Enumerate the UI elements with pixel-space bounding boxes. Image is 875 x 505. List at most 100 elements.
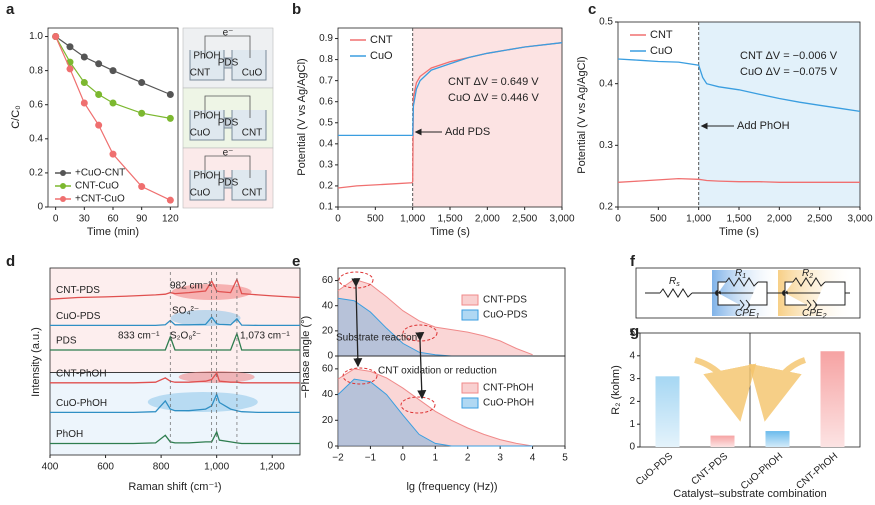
line: [50, 331, 300, 351]
electrode-wire: [204, 95, 251, 118]
y-tick-label: 40: [322, 389, 334, 400]
x-tick-label: 1,200: [260, 462, 285, 473]
x-tick-label: 1,500: [437, 214, 462, 225]
x-tick-label: −1: [365, 453, 377, 464]
trace-label: CuO-PhOH: [56, 398, 107, 409]
marker: [166, 114, 174, 122]
x-tick-label: 1,500: [726, 214, 751, 225]
y-tick-label: 60: [322, 275, 334, 286]
inset-label: PhOH: [193, 171, 220, 182]
trend-arrow: [748, 357, 807, 422]
wire: [784, 281, 846, 306]
y-tick-label: 0.8: [319, 54, 333, 65]
y-axis-label: Potential (V vs Ag/AgCl): [576, 56, 588, 173]
y-tick-label: 4: [629, 350, 635, 361]
x-tick-label: CNT-PhOH: [794, 451, 840, 492]
line: [337, 368, 533, 447]
x-tick-label: 2,500: [807, 214, 832, 225]
marker: [138, 183, 146, 191]
x-tick-label: 0: [53, 214, 59, 225]
bar-sheen: [820, 351, 845, 447]
y-tick-label: 40: [322, 300, 334, 311]
y-tick-label: 0.5: [599, 17, 613, 28]
arrow: [415, 332, 427, 400]
bar-sheen: [655, 376, 680, 447]
annotation: CNT oxidation or reduction: [378, 366, 497, 377]
y-tick-label: 0: [629, 442, 635, 453]
inset-label: CuO: [190, 188, 211, 199]
membrane: [223, 177, 233, 189]
annotation: Substrate reaction: [336, 333, 417, 344]
wire: [717, 281, 768, 306]
plot-frame: [49, 267, 301, 456]
y-tick-label: 0.2: [599, 202, 613, 213]
x-tick-label: 30: [79, 214, 91, 225]
trend-arrow: [694, 357, 757, 422]
legend-label: +CuO-CNT: [75, 168, 125, 179]
element-sub: 1: [742, 273, 746, 280]
y-tick-label: 0.4: [29, 133, 43, 144]
y-tick-label: 1.0: [29, 31, 43, 42]
element-main: R: [669, 276, 676, 287]
area-fill: [338, 279, 533, 356]
x-axis-label: Time (s): [719, 226, 759, 238]
legend-marker: [60, 170, 66, 176]
line: [50, 430, 300, 445]
x-tick-label: 0: [335, 214, 341, 225]
annotation: 1,073 cm⁻¹: [240, 331, 290, 342]
x-tick-label: 3,000: [549, 214, 574, 225]
panel-label: c: [588, 1, 596, 18]
marker: [109, 99, 117, 107]
legend-label: CNT: [370, 34, 393, 46]
resistor: [725, 277, 759, 287]
bar-sheen: [710, 435, 735, 447]
legend-label: CNT-PhOH: [483, 383, 534, 394]
x-tick-label: 400: [42, 462, 59, 473]
membrane: [223, 117, 233, 129]
x-tick-label: 3: [497, 453, 503, 464]
annotation: 982 cm⁻¹: [170, 281, 212, 292]
element-sub: 2: [808, 273, 813, 280]
marker: [95, 90, 103, 98]
shaded-region: [412, 28, 562, 207]
inset-label: PhOH: [193, 51, 220, 62]
inset-label: e⁻: [223, 148, 234, 159]
y-tick-label: 20: [322, 325, 334, 336]
x-axis-label: Catalyst–substrate combination: [673, 488, 826, 500]
group-band: [50, 372, 300, 455]
legend-label: CuO-PhOH: [483, 398, 534, 409]
event-label: Add PDS: [445, 126, 490, 138]
y-tick-label: 0.3: [599, 140, 613, 151]
y-tick-label: 60: [322, 363, 334, 374]
panel-label: e: [292, 253, 300, 270]
inset-label: PhOH: [193, 111, 220, 122]
element-label: CPE2: [802, 308, 827, 320]
legend-swatch: [461, 397, 479, 409]
resistor: [659, 288, 693, 298]
trace-label: PDS: [56, 336, 77, 347]
panel-label: f: [630, 253, 636, 270]
marker: [109, 67, 117, 75]
legend-marker: [60, 183, 66, 189]
element-sub: 2: [822, 313, 827, 320]
bar-sheen: [765, 431, 790, 447]
trace-label: CNT-PhOH: [56, 368, 107, 379]
y-tick-label: 5: [629, 328, 635, 339]
inset-label: CNT: [190, 68, 211, 79]
inset-label: CuO: [242, 68, 263, 79]
legend-swatch: [461, 382, 479, 394]
y-tick-label: 0.2: [29, 168, 43, 179]
arrow: [351, 278, 363, 368]
marker: [138, 109, 146, 117]
annotation: CuO ΔV = 0.446 V: [448, 92, 539, 104]
shaded-region: [698, 22, 860, 207]
highlight-ring: [342, 367, 378, 385]
area-fill: [338, 298, 533, 356]
x-tick-label: 2,500: [512, 214, 537, 225]
highlight: [170, 310, 241, 326]
y-tick-label: 0.1: [319, 202, 333, 213]
element-label: CPE1: [735, 308, 760, 320]
x-tick-label: 2,000: [475, 214, 500, 225]
